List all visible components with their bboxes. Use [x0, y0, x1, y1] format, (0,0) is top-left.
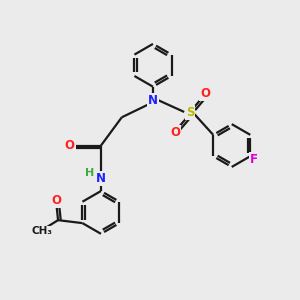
- Text: N: N: [148, 94, 158, 106]
- Text: CH₃: CH₃: [31, 226, 52, 236]
- Text: O: O: [52, 194, 61, 207]
- Text: O: O: [170, 126, 180, 139]
- Text: S: S: [186, 106, 194, 119]
- Text: N: N: [96, 172, 106, 185]
- Text: F: F: [250, 153, 258, 166]
- Text: O: O: [65, 139, 75, 152]
- Text: O: O: [200, 87, 210, 100]
- Text: H: H: [85, 168, 94, 178]
